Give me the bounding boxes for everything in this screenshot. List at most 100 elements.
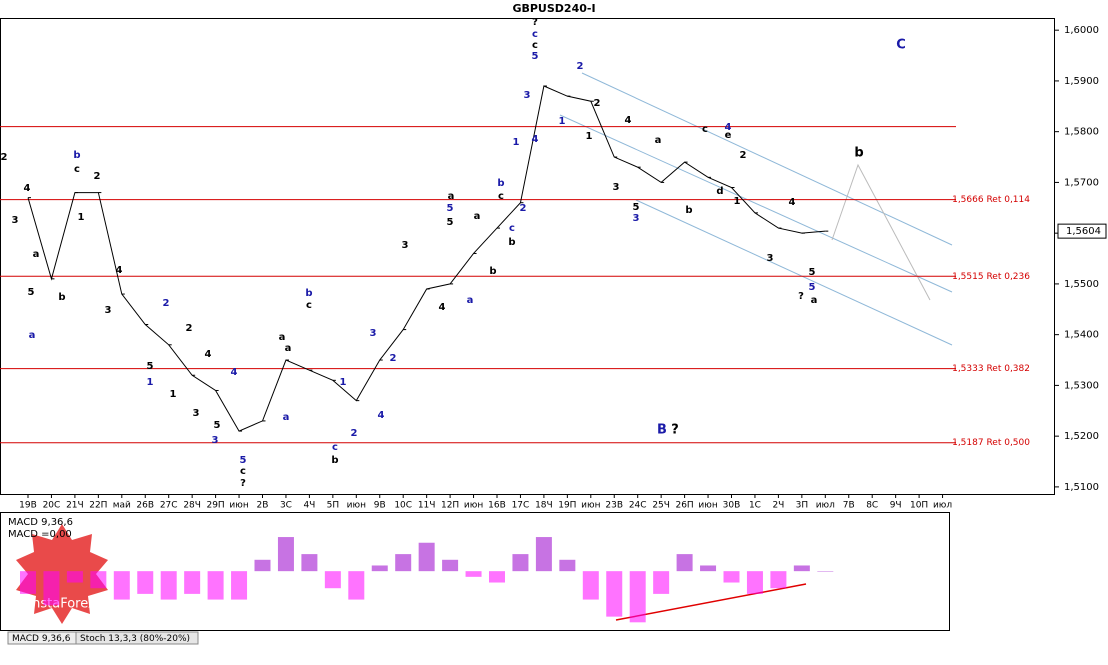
x-tick-label: 7В bbox=[843, 501, 855, 511]
macd-bar bbox=[770, 571, 787, 589]
wave-label: 2 bbox=[163, 298, 170, 309]
macd-bar bbox=[817, 571, 834, 572]
x-tick-label: 2В bbox=[257, 501, 269, 511]
wave-label: 2 bbox=[594, 98, 601, 109]
wave-label: b bbox=[331, 455, 338, 466]
wave-label: 5 bbox=[240, 455, 247, 466]
logo-text: InstaForex bbox=[28, 597, 96, 612]
wave-label: 3 bbox=[767, 253, 774, 264]
macd-bar bbox=[348, 571, 365, 600]
wave-label: C bbox=[896, 38, 906, 53]
x-tick-label: 5П bbox=[327, 501, 340, 511]
wave-label: 3 bbox=[12, 215, 19, 226]
macd-bar bbox=[442, 559, 459, 572]
wave-label: 2 bbox=[351, 428, 358, 439]
macd-bar bbox=[700, 565, 717, 572]
wave-label: 1 bbox=[734, 196, 741, 207]
macd-bar bbox=[793, 565, 810, 572]
tab[interactable]: Stoch 13,3,3 (80%-20%) bbox=[80, 634, 190, 644]
wave-label: 5 bbox=[809, 267, 816, 278]
wave-label: 3 bbox=[105, 305, 112, 316]
x-tick-label: 12П bbox=[441, 501, 459, 511]
wave-label: 1 bbox=[586, 131, 593, 142]
wave-label: 2 bbox=[186, 323, 193, 334]
x-tick-label: 17С bbox=[512, 501, 530, 511]
wave-label: 1 bbox=[147, 377, 154, 388]
macd-bar bbox=[113, 571, 130, 600]
macd-bar bbox=[137, 571, 154, 594]
wave-label: a bbox=[655, 135, 662, 146]
wave-label: c bbox=[240, 466, 246, 477]
x-tick-label: 16В bbox=[488, 501, 506, 511]
wave-label: B bbox=[657, 423, 667, 438]
wave-label: 5 bbox=[532, 51, 539, 62]
wave-label: 4 bbox=[24, 183, 31, 194]
wave-label: 3 bbox=[402, 240, 409, 251]
x-tick-label: 24С bbox=[629, 501, 647, 511]
wave-label: ? bbox=[671, 423, 679, 438]
wave-label: a bbox=[285, 343, 292, 354]
y-tick-label: 1,5500 bbox=[1064, 279, 1099, 290]
macd-bar bbox=[489, 571, 505, 583]
wave-label: 2 bbox=[577, 61, 584, 72]
x-tick-label: июн bbox=[698, 501, 717, 511]
macd-bar bbox=[231, 571, 248, 600]
wave-label: 1 bbox=[513, 137, 520, 148]
wave-label: a bbox=[283, 412, 290, 423]
x-tick-label: 23В bbox=[605, 501, 623, 511]
wave-label: 1 bbox=[78, 212, 85, 223]
wave-label: 5 bbox=[28, 287, 35, 298]
macd-value: MACD =0,00 bbox=[8, 529, 72, 540]
x-tick-label: 8С bbox=[866, 501, 878, 511]
wave-label: 2 bbox=[94, 171, 101, 182]
tab[interactable]: MACD 9,36,6 bbox=[12, 634, 71, 644]
wave-label: 1 bbox=[170, 389, 177, 400]
wave-label: 3 bbox=[212, 435, 219, 446]
wave-label: c bbox=[74, 164, 80, 175]
x-tick-label: 1С bbox=[749, 501, 761, 511]
wave-label: 1 bbox=[340, 377, 347, 388]
level-label: 1,5666 Ret 0,114 bbox=[952, 195, 1030, 205]
last-price-box bbox=[1057, 223, 1107, 239]
trend-line bbox=[615, 583, 807, 621]
wave-label: ? bbox=[240, 478, 246, 489]
wave-label: 4 bbox=[116, 265, 123, 276]
wave-label: a bbox=[474, 211, 481, 222]
x-tick-label: 25Ч bbox=[652, 501, 670, 511]
wave-label: a bbox=[29, 330, 36, 341]
macd-bar bbox=[43, 571, 60, 606]
wave-label: 5 bbox=[633, 202, 640, 213]
wave-label: ? bbox=[532, 17, 538, 28]
wave-label: b bbox=[73, 150, 80, 161]
y-tick-label: 1,5400 bbox=[1064, 330, 1099, 341]
wave-label: a bbox=[448, 191, 455, 202]
macd-bar bbox=[277, 537, 294, 572]
macd-bar bbox=[535, 537, 552, 572]
macd-bar bbox=[465, 571, 482, 577]
x-tick-label: 28Ч bbox=[183, 501, 201, 511]
macd-bar bbox=[723, 571, 740, 583]
wave-label: 2 bbox=[390, 353, 397, 364]
macd-bar bbox=[90, 571, 107, 589]
macd-bar bbox=[184, 571, 201, 594]
y-tick-label: 1,5700 bbox=[1064, 177, 1099, 188]
x-tick-label: 18Ч bbox=[535, 501, 553, 511]
x-tick-label: 10П bbox=[910, 501, 928, 511]
tabs: MACD 9,36,6 Stoch 13,3,3 (80%-20%) bbox=[7, 631, 199, 645]
macd-title: MACD 9,36,6 bbox=[8, 517, 73, 528]
x-tick-label: 3С bbox=[280, 501, 292, 511]
macd-bar bbox=[301, 554, 318, 572]
wave-label: b bbox=[508, 237, 515, 248]
wave-label: 2 bbox=[740, 150, 747, 161]
x-tick-label: июн bbox=[229, 501, 248, 511]
wave-label: 5 bbox=[447, 217, 454, 228]
wave-label: 3 bbox=[613, 182, 620, 193]
wave-label: b bbox=[685, 205, 692, 216]
macd-bar bbox=[66, 571, 83, 583]
x-tick-label: 11Ч bbox=[418, 501, 436, 511]
wave-label: d bbox=[716, 186, 723, 197]
level-label: 1,5515 Ret 0,236 bbox=[952, 272, 1030, 282]
macd-bar bbox=[676, 554, 693, 572]
x-tick-label: 20С bbox=[43, 501, 61, 511]
wave-label: 3 bbox=[633, 213, 640, 224]
